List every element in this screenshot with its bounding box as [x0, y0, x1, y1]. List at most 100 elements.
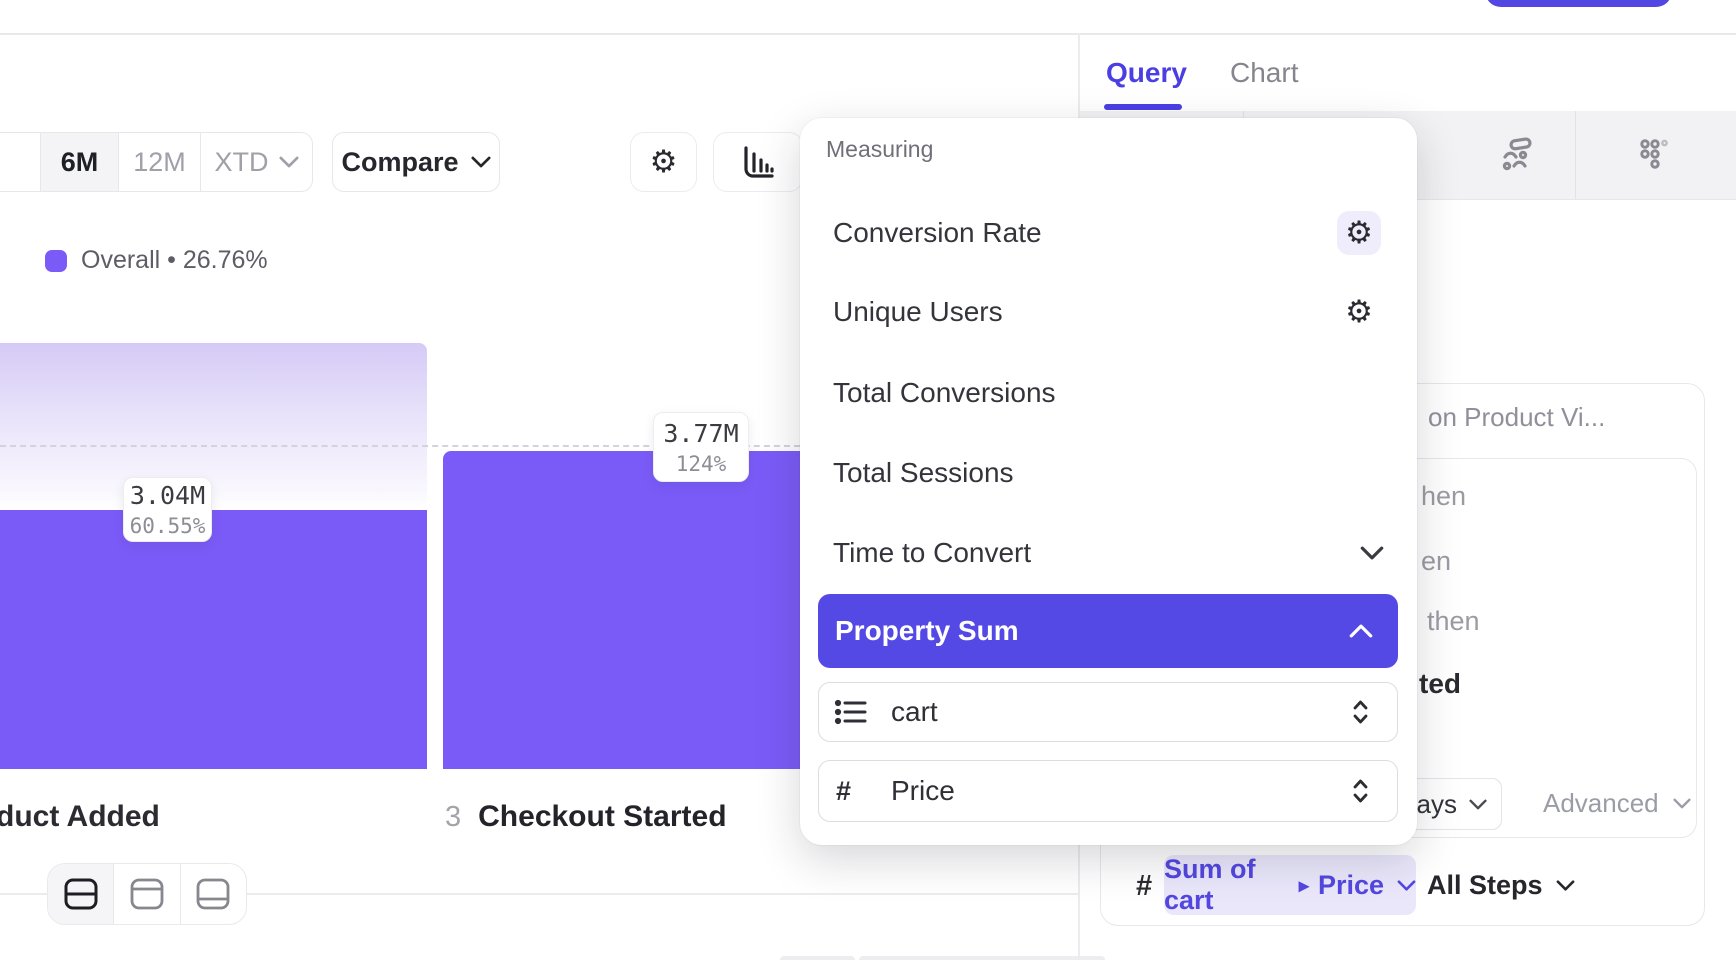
tab-chart[interactable]: Chart	[1230, 57, 1299, 88]
menu-item-property-sum-selected[interactable]: Property Sum	[818, 594, 1398, 668]
chevron-down-icon	[1469, 799, 1487, 810]
toolbar-divider	[1574, 111, 1576, 199]
chevron-down-icon	[1397, 879, 1416, 891]
query-step-row[interactable]: then	[1427, 606, 1480, 636]
primary-action-button[interactable]	[1485, 0, 1672, 7]
layout-toggle-group	[47, 863, 247, 925]
layout-split-horizontal-button[interactable]	[48, 864, 115, 924]
bottom-panel-edge	[780, 956, 855, 960]
flows-icon	[1497, 135, 1537, 175]
conversion-rate-settings-button[interactable]: ⚙	[1337, 211, 1381, 255]
funnel-bar-1-dropoff-gradient	[0, 343, 427, 510]
up-down-stepper-icon	[1352, 698, 1369, 726]
menu-item-label: Total Sessions	[833, 457, 1014, 488]
layout-bottom-panel-button[interactable]	[181, 864, 246, 924]
chip-arrow-icon: ▸	[1298, 874, 1309, 897]
delays-label: lays	[1410, 788, 1457, 819]
time-range-xtd-label: XTD	[214, 146, 269, 177]
gear-icon: ⚙	[1345, 214, 1373, 251]
time-range-12m[interactable]: 12M	[119, 133, 201, 191]
time-range-1m[interactable]: M	[0, 133, 41, 191]
step-1-label: duct Added	[0, 800, 160, 833]
dots-grid-icon	[1637, 137, 1673, 173]
gear-icon: ⚙	[649, 143, 678, 180]
query-card-title: on Product Vi...	[1428, 402, 1606, 432]
bottom-panel-edge	[859, 956, 1105, 960]
selected-property-value: Price	[891, 775, 955, 806]
bottom-panel-icon	[194, 877, 232, 911]
chart-bottom-divider	[0, 893, 1078, 895]
funnel-bar-1-value-label: 3.04M 60.55%	[123, 477, 212, 542]
menu-item-conversion-rate[interactable]: Conversion Rate ⚙	[800, 209, 1417, 257]
chip-label-right: Price	[1317, 869, 1384, 900]
bar-2-value: 3.77M	[663, 418, 739, 448]
menu-item-label: Time to Convert	[833, 537, 1032, 568]
compare-button[interactable]: Compare	[332, 132, 500, 192]
top-panel-icon	[128, 877, 166, 911]
property-list-selector[interactable]: cart	[818, 682, 1398, 742]
query-step-row[interactable]: hen	[1421, 481, 1467, 511]
selected-property-list: cart	[891, 696, 938, 727]
chevron-down-icon	[1673, 798, 1691, 809]
topbar-divider	[0, 33, 1736, 35]
layout-top-panel-button[interactable]	[114, 864, 181, 924]
chart-settings-button[interactable]: ⚙	[630, 132, 697, 192]
step-2-number: 3	[445, 801, 462, 833]
bar-1-conversion: 60.55%	[129, 514, 206, 538]
query-step-row[interactable]: en	[1421, 546, 1452, 576]
chevron-down-icon	[1360, 546, 1384, 560]
legend: Overall • 26.76%	[45, 246, 268, 275]
step-2-name: Checkout Started	[478, 800, 727, 833]
legend-swatch	[45, 249, 67, 272]
property-value-selector[interactable]: # Price	[818, 760, 1398, 822]
tab-query[interactable]: Query	[1106, 57, 1187, 88]
funnel-bar-2[interactable]	[443, 451, 810, 769]
legend-label: Overall • 26.76%	[81, 246, 268, 274]
number-type-icon: #	[1136, 870, 1153, 902]
chevron-up-icon	[1349, 624, 1373, 638]
menu-item-label: Conversion Rate	[833, 217, 1042, 248]
menu-item-label: Total Conversions	[833, 377, 1056, 408]
time-range-segmented-control: M 6M 12M XTD	[0, 132, 313, 192]
funnel-bar-1[interactable]	[0, 510, 427, 769]
list-icon	[834, 698, 868, 726]
advanced-dropdown-button[interactable]: Advanced	[1543, 788, 1691, 819]
all-steps-label: All Steps	[1427, 870, 1543, 900]
time-range-xtd[interactable]: XTD	[201, 133, 312, 191]
measured-property-chip[interactable]: Sum of cart ▸ Price	[1164, 854, 1416, 915]
time-range-6m[interactable]: 6M	[41, 133, 119, 191]
bar-2-conversion: 124%	[675, 451, 727, 476]
measuring-menu-title: Measuring	[826, 136, 934, 162]
flows-section-button[interactable]	[1460, 111, 1575, 199]
chip-label-left: Sum of cart	[1164, 854, 1256, 915]
step-2-label: 3 Checkout Started	[445, 800, 727, 834]
funnel-reference-dashed-line	[0, 445, 800, 447]
metrics-section-button[interactable]	[1575, 111, 1736, 199]
active-tab-underline	[1104, 104, 1182, 110]
chevron-down-icon	[278, 156, 299, 168]
menu-item-label: Unique Users	[833, 296, 1003, 327]
chart-type-button[interactable]	[713, 132, 803, 192]
funnel-bars-icon	[737, 141, 779, 183]
menu-item-label: Property Sum	[835, 615, 1019, 646]
bar-1-value: 3.04M	[129, 481, 206, 510]
query-step-row-selected[interactable]: ted	[1419, 668, 1461, 699]
menu-item-total-conversions[interactable]: Total Conversions	[800, 369, 1417, 417]
menu-item-unique-users[interactable]: Unique Users ⚙	[800, 288, 1417, 336]
all-steps-dropdown-button[interactable]: All Steps	[1427, 870, 1575, 901]
advanced-label: Advanced	[1543, 788, 1659, 818]
chevron-down-icon	[470, 156, 491, 168]
unique-users-settings-button[interactable]: ⚙	[1337, 290, 1381, 334]
split-horizontal-icon	[62, 877, 100, 911]
up-down-stepper-icon	[1352, 777, 1369, 805]
chevron-down-icon	[1556, 880, 1575, 891]
measuring-dropdown-menu: Measuring Conversion Rate ⚙ Unique Users…	[800, 118, 1417, 845]
compare-label: Compare	[341, 146, 459, 177]
gear-icon: ⚙	[1345, 293, 1373, 330]
menu-item-total-sessions[interactable]: Total Sessions	[800, 449, 1417, 497]
number-type-icon: #	[836, 775, 852, 806]
funnel-bar-2-value-label: 3.77M 124%	[653, 412, 749, 482]
funnel-step-labels: duct Added 3 Checkout Started	[0, 800, 1078, 834]
menu-item-time-to-convert[interactable]: Time to Convert	[800, 529, 1417, 577]
